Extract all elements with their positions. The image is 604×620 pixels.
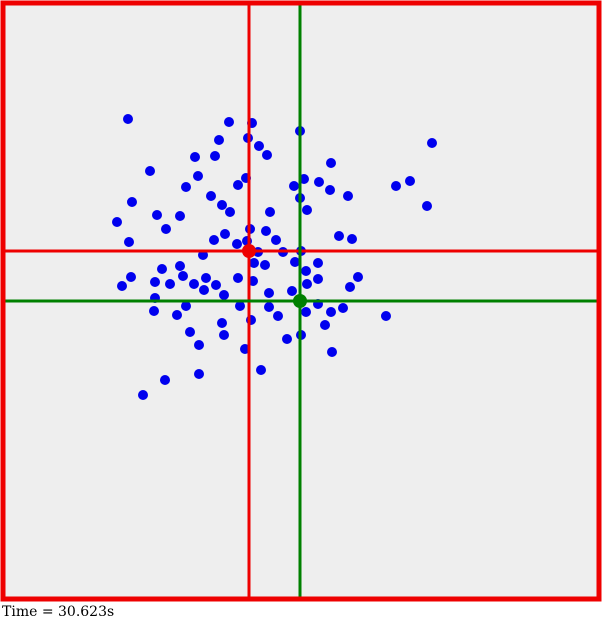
particle — [219, 290, 229, 300]
particle — [157, 264, 167, 274]
particle — [249, 258, 259, 268]
particle — [124, 237, 134, 247]
particle — [194, 369, 204, 379]
particle — [326, 158, 336, 168]
particle — [178, 271, 188, 281]
particle — [427, 138, 437, 148]
particle — [172, 310, 182, 320]
particle — [233, 180, 243, 190]
particle — [217, 200, 227, 210]
particle — [264, 288, 274, 298]
particle — [343, 191, 353, 201]
particle — [353, 272, 363, 282]
particle — [165, 279, 175, 289]
particle — [185, 327, 195, 337]
particle — [175, 211, 185, 221]
particle — [262, 150, 272, 160]
particle — [422, 201, 432, 211]
simulation-canvas — [0, 0, 602, 602]
particle — [260, 260, 270, 270]
particle — [313, 258, 323, 268]
particle — [201, 273, 211, 283]
particle — [117, 281, 127, 291]
particle — [220, 229, 230, 239]
particle — [302, 279, 312, 289]
particle — [290, 257, 300, 267]
particle-cloud — [112, 114, 437, 400]
particle — [161, 224, 171, 234]
particle — [273, 311, 283, 321]
particle — [152, 210, 162, 220]
arena-border — [0, 0, 602, 602]
particle — [211, 280, 221, 290]
particle — [189, 279, 199, 289]
particle — [287, 286, 297, 296]
particle — [261, 226, 271, 236]
particle — [254, 141, 264, 151]
particle — [381, 311, 391, 321]
particle — [282, 334, 292, 344]
particle — [224, 117, 234, 127]
particle — [345, 282, 355, 292]
particle — [214, 135, 224, 145]
particle — [326, 307, 336, 317]
particle — [190, 152, 200, 162]
particle — [235, 301, 245, 311]
particle — [302, 205, 312, 215]
particle — [233, 273, 243, 283]
particle — [194, 340, 204, 350]
particle — [313, 274, 323, 284]
particle — [126, 272, 136, 282]
particle — [405, 176, 415, 186]
particle — [325, 185, 335, 195]
particle — [181, 182, 191, 192]
particle — [225, 207, 235, 217]
particle — [149, 306, 159, 316]
particle — [256, 365, 266, 375]
particle — [327, 347, 337, 357]
particle — [289, 181, 299, 191]
particle — [301, 307, 311, 317]
particle — [206, 191, 216, 201]
particle — [209, 235, 219, 245]
particle — [391, 181, 401, 191]
particle — [219, 330, 229, 340]
particle — [150, 277, 160, 287]
particle — [138, 390, 148, 400]
particle — [338, 303, 348, 313]
particle — [232, 239, 242, 249]
particle — [210, 151, 220, 161]
particle — [314, 177, 324, 187]
particle — [347, 234, 357, 244]
particle — [145, 166, 155, 176]
particle — [193, 171, 203, 181]
particle — [123, 114, 133, 124]
particle — [301, 266, 311, 276]
particle — [160, 375, 170, 385]
particle — [271, 235, 281, 245]
particle — [265, 207, 275, 217]
particle — [334, 231, 344, 241]
mean-marker — [242, 244, 256, 258]
particle — [264, 302, 274, 312]
particle — [199, 285, 209, 295]
particle — [112, 217, 122, 227]
particle — [217, 318, 227, 328]
particle — [127, 197, 137, 207]
time-readout: Time = 30.623s — [2, 604, 115, 620]
particle — [181, 301, 191, 311]
particle — [175, 261, 185, 271]
median-marker — [293, 294, 307, 308]
particle — [320, 320, 330, 330]
